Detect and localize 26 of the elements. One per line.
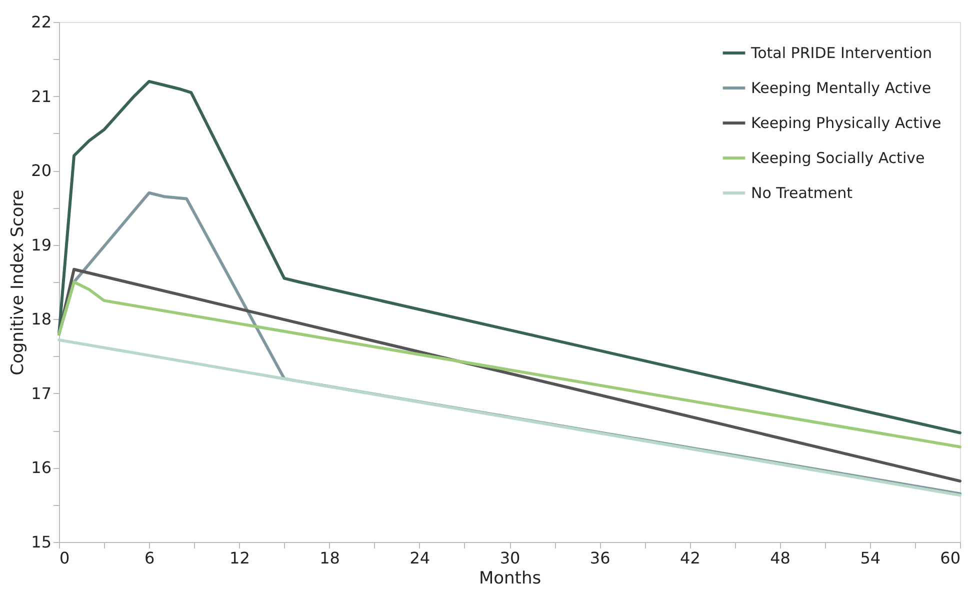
x-tick-label: 54 — [860, 548, 881, 568]
x-tick-label: 42 — [680, 548, 700, 568]
legend-label: Keeping Physically Active — [751, 114, 942, 132]
x-tick-label: 30 — [500, 548, 520, 568]
y-tick-label: 16 — [31, 458, 52, 478]
legend-label: Total PRIDE Intervention — [750, 44, 932, 62]
x-tick-label: 18 — [320, 548, 340, 568]
y-tick-label: 17 — [31, 384, 52, 403]
x-tick-label: 36 — [590, 548, 610, 568]
y-tick-label: 20 — [31, 161, 52, 180]
y-tick-label: 21 — [31, 86, 52, 106]
x-tick-label: 0 — [60, 548, 70, 568]
x-tick-label: 60 — [940, 548, 960, 568]
x-tick-label: 24 — [410, 548, 430, 568]
x-tick-label: 48 — [770, 548, 790, 568]
y-tick-label: 19 — [31, 235, 52, 254]
y-axis-title: Cognitive Index Score — [8, 190, 28, 376]
y-tick-label: 22 — [31, 12, 52, 32]
legend-label: Keeping Mentally Active — [751, 79, 932, 97]
x-tick-label: 12 — [230, 548, 250, 568]
y-tick-label: 18 — [31, 310, 52, 329]
x-axis-title: Months — [478, 568, 542, 588]
legend-label: No Treatment — [751, 184, 853, 202]
x-tick-label: 6 — [144, 548, 155, 568]
legend-label: Keeping Socially Active — [751, 149, 925, 167]
y-tick-label: 15 — [31, 532, 52, 552]
